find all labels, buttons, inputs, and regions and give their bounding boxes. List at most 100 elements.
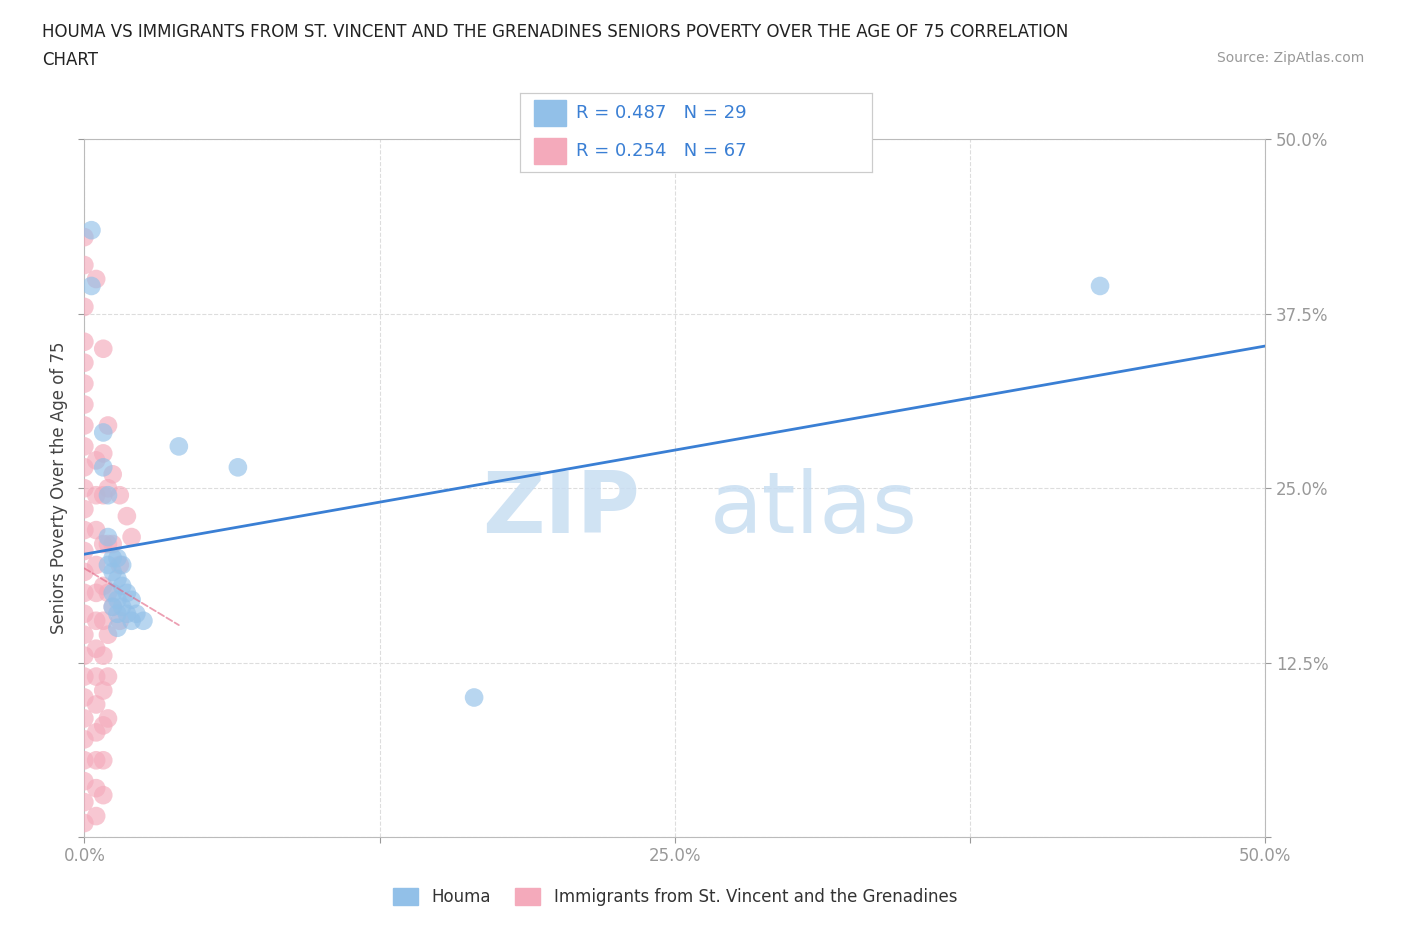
Text: atlas: atlas <box>710 468 918 551</box>
Point <box>91 460 114 474</box>
Point <box>97 481 120 496</box>
Point <box>73 711 96 725</box>
Point <box>111 600 134 615</box>
Point <box>101 600 124 615</box>
Point <box>73 816 96 830</box>
Point <box>73 523 96 538</box>
Point <box>115 509 138 524</box>
Point <box>108 558 131 573</box>
Point <box>101 551 124 565</box>
Point <box>91 537 114 551</box>
Point <box>73 606 96 621</box>
Point <box>84 781 107 796</box>
Text: Source: ZipAtlas.com: Source: ZipAtlas.com <box>1216 51 1364 65</box>
Point <box>121 530 143 545</box>
Point <box>91 488 114 503</box>
Point <box>84 698 107 712</box>
Point <box>73 732 96 747</box>
Point <box>115 586 138 601</box>
Point <box>91 788 114 803</box>
Point <box>73 460 96 474</box>
Point <box>101 467 124 482</box>
Point <box>107 571 129 587</box>
Point <box>73 355 96 370</box>
Point <box>132 614 155 629</box>
Point <box>73 481 96 496</box>
Point <box>101 586 124 601</box>
Point <box>107 620 129 635</box>
Point <box>463 690 485 705</box>
Legend: Houma, Immigrants from St. Vincent and the Grenadines: Houma, Immigrants from St. Vincent and t… <box>385 881 965 912</box>
Point <box>108 488 131 503</box>
Point <box>115 606 138 621</box>
Point <box>73 334 96 349</box>
Point <box>84 614 107 629</box>
Point <box>73 774 96 789</box>
Point <box>97 537 120 551</box>
Point <box>91 425 114 440</box>
Point <box>125 606 148 621</box>
Point <box>91 648 114 663</box>
Point <box>80 279 103 294</box>
Point <box>73 502 96 517</box>
Point <box>73 670 96 684</box>
Point <box>97 711 120 725</box>
Point <box>80 223 103 238</box>
Point <box>73 230 96 245</box>
Point <box>226 460 249 474</box>
Point <box>91 445 114 460</box>
Point <box>84 586 107 601</box>
Point <box>84 670 107 684</box>
FancyBboxPatch shape <box>534 100 567 126</box>
Text: HOUMA VS IMMIGRANTS FROM ST. VINCENT AND THE GRENADINES SENIORS POVERTY OVER THE: HOUMA VS IMMIGRANTS FROM ST. VINCENT AND… <box>42 23 1069 41</box>
Point <box>97 670 120 684</box>
Point <box>97 530 120 545</box>
Point <box>97 628 120 643</box>
Point <box>84 809 107 824</box>
Point <box>111 578 134 593</box>
Point <box>84 523 107 538</box>
Point <box>73 439 96 454</box>
Point <box>84 272 107 286</box>
Point <box>97 558 120 573</box>
Point <box>121 614 143 629</box>
Point <box>73 690 96 705</box>
Point <box>91 753 114 768</box>
Point <box>84 642 107 657</box>
Y-axis label: Seniors Poverty Over the Age of 75: Seniors Poverty Over the Age of 75 <box>49 342 67 634</box>
Point <box>91 614 114 629</box>
Point <box>73 299 96 314</box>
Point <box>73 376 96 391</box>
Point <box>97 418 120 433</box>
Point <box>73 753 96 768</box>
Point <box>121 592 143 607</box>
Point <box>91 718 114 733</box>
Point <box>84 453 107 468</box>
Point <box>101 537 124 551</box>
Text: R = 0.254   N = 67: R = 0.254 N = 67 <box>576 141 747 160</box>
Point <box>1088 279 1111 294</box>
Point <box>111 558 134 573</box>
Text: ZIP: ZIP <box>482 468 640 551</box>
Point <box>73 565 96 579</box>
Point <box>84 725 107 740</box>
Text: CHART: CHART <box>42 51 98 69</box>
Point <box>101 565 124 579</box>
Point <box>73 794 96 809</box>
Point <box>84 558 107 573</box>
Point <box>107 592 129 607</box>
Point <box>107 606 129 621</box>
Point <box>91 341 114 356</box>
Point <box>73 418 96 433</box>
Point <box>73 586 96 601</box>
Point <box>91 578 114 593</box>
Point <box>73 648 96 663</box>
Point <box>73 543 96 558</box>
Point <box>108 614 131 629</box>
Point <box>167 439 190 454</box>
Point <box>84 488 107 503</box>
Point <box>73 258 96 272</box>
FancyBboxPatch shape <box>534 138 567 165</box>
Point <box>97 488 120 503</box>
Point <box>91 683 114 698</box>
